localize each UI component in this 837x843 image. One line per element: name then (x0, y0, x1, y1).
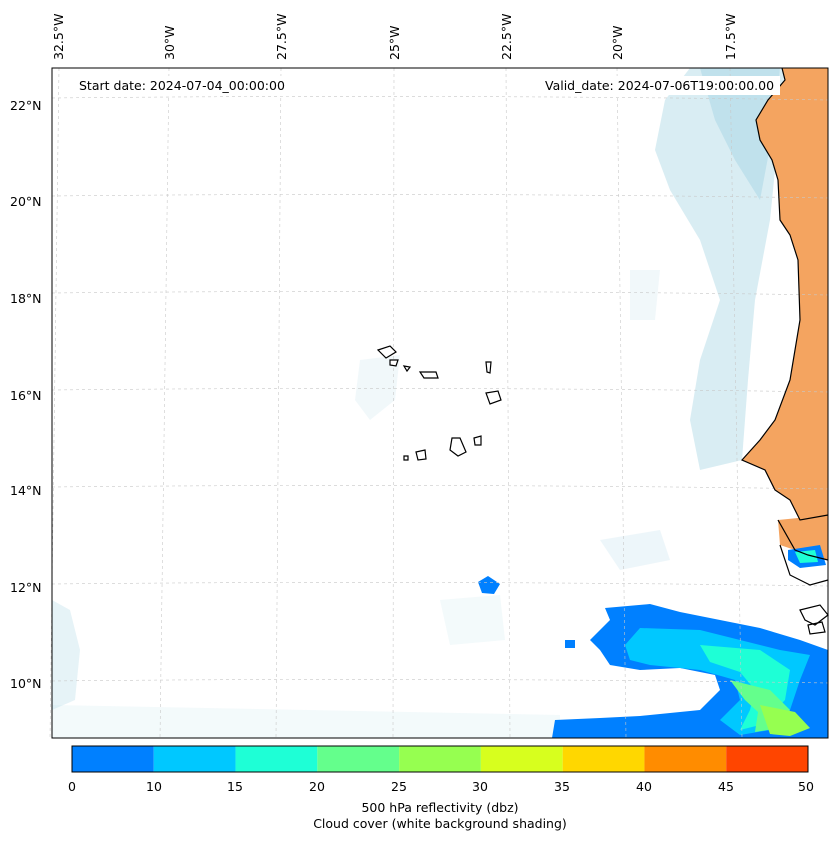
colorbar-tick: 25 (391, 779, 407, 794)
colorbar-tick: 20 (309, 779, 325, 794)
colorbar-segment (726, 746, 808, 772)
lat-label: 14°N (10, 483, 42, 498)
lat-label: 20°N (10, 194, 42, 209)
map-frame (51, 67, 829, 739)
colorbar-tick: 15 (227, 779, 243, 794)
colorbar-segment (399, 746, 481, 772)
lon-label: 20°W (610, 25, 625, 60)
colorbar-tick: 35 (554, 779, 570, 794)
colorbar-tick: 50 (798, 779, 814, 794)
colorbar-segment (480, 746, 563, 772)
colorbar-tick: 40 (636, 779, 652, 794)
colorbar-segment (644, 746, 727, 772)
colorbar-segment (317, 746, 400, 772)
lon-label: 22.5°W (499, 13, 514, 60)
colorbar-label-line1: 500 hPa reflectivity (dbz) (361, 800, 519, 815)
lon-label: 17.5°W (723, 13, 738, 60)
colorbar-tick: 10 (146, 779, 162, 794)
lat-label: 18°N (10, 291, 42, 306)
lat-label: 22°N (10, 98, 42, 113)
lat-label: 16°N (10, 388, 42, 403)
lon-label: 32.5°W (51, 13, 66, 60)
colorbar-title: 500 hPa reflectivity (dbz) Cloud cover (… (0, 800, 837, 832)
gridlines (49, 67, 829, 739)
coastline (740, 67, 829, 635)
lon-label: 25°W (387, 25, 402, 60)
colorbar-label-line2: Cloud cover (white background shading) (313, 816, 567, 831)
colorbar-segment (153, 746, 236, 772)
start-date-label: Start date: 2024-07-04_00:00:00 (73, 76, 291, 95)
lon-label: 30°W (162, 25, 177, 60)
colorbar-tick: 30 (472, 779, 488, 794)
reflectivity-layer (478, 545, 828, 738)
colorbar-tick: 0 (68, 779, 76, 794)
colorbar (71, 745, 809, 773)
valid-date-label: Valid_date: 2024-07-06T19:00:00.00 (539, 76, 781, 95)
cloud-cover-layer (52, 68, 785, 738)
colorbar-segment (562, 746, 645, 772)
lon-label: 27.5°W (274, 13, 289, 60)
colorbar-frame (71, 745, 809, 773)
colorbar-segment (72, 746, 154, 772)
lat-label: 10°N (10, 676, 42, 691)
colorbar-tick: 45 (718, 779, 734, 794)
lat-label: 12°N (10, 580, 42, 595)
colorbar-segment (235, 746, 318, 772)
cape-verde-islands (376, 345, 502, 461)
